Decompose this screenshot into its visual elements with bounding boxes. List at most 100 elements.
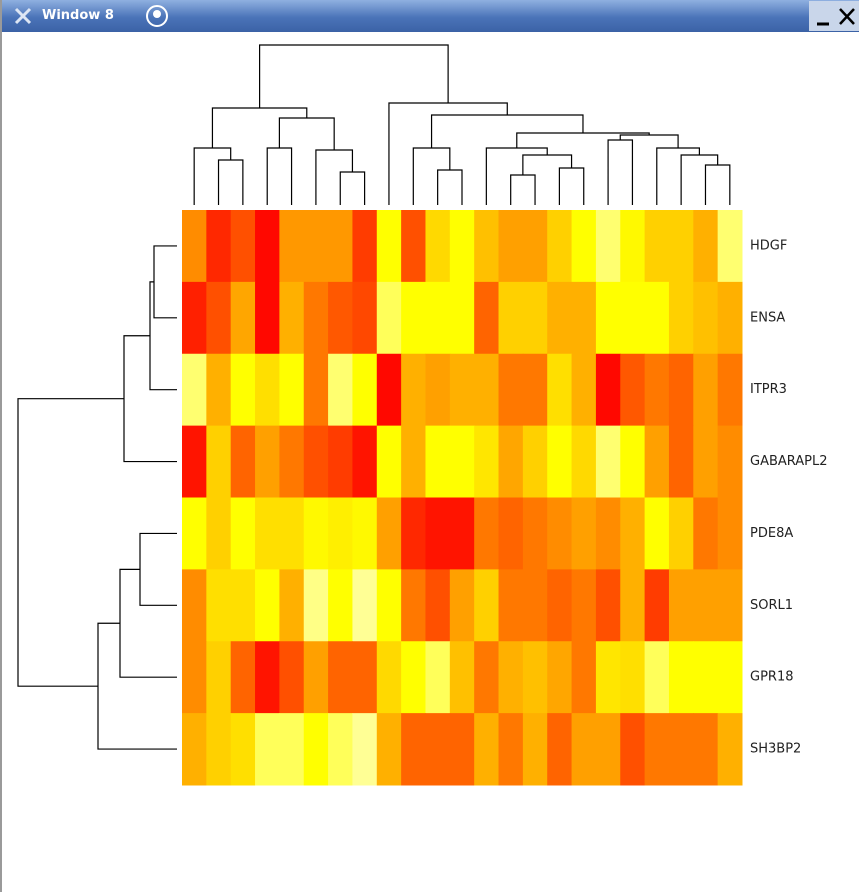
heat-cell (230, 641, 256, 714)
heat-cell (644, 497, 670, 570)
heat-cell (401, 210, 426, 283)
heat-cell (498, 641, 524, 714)
heat-cell (182, 641, 207, 714)
heat-cell (668, 281, 694, 355)
heat-cell (401, 353, 426, 427)
row-label: ITPR3 (750, 382, 787, 397)
heat-cell (474, 425, 500, 498)
row-label: PDE8A (750, 526, 793, 541)
heat-cell (449, 713, 475, 786)
heat-cell (474, 569, 500, 642)
close-button[interactable] (839, 8, 855, 25)
window-controls[interactable] (809, 1, 859, 31)
heat-cell (376, 353, 402, 427)
heat-cell (401, 497, 426, 570)
heat-cell (352, 425, 378, 498)
heat-cell (693, 569, 719, 642)
heat-cell (206, 353, 232, 427)
heat-cell (571, 569, 597, 642)
heat-cell (206, 569, 232, 642)
heat-cell (547, 425, 573, 498)
heat-cell (620, 713, 646, 786)
heat-cell (279, 641, 305, 714)
heat-cell (644, 569, 670, 642)
heat-cell (498, 713, 524, 786)
heat-cell (717, 353, 743, 427)
heat-cell (352, 210, 378, 283)
heat-cell (547, 353, 573, 427)
heat-cell (255, 713, 280, 786)
heat-cell (522, 281, 548, 355)
heat-cell (620, 641, 646, 714)
heat-cell (182, 713, 207, 786)
heat-cell (571, 497, 597, 570)
heat-cell (328, 281, 353, 355)
row-label: ENSA (750, 310, 785, 325)
heat-cell (449, 210, 475, 283)
heat-cell (498, 353, 524, 427)
heat-cell (425, 353, 451, 427)
heat-cell (303, 713, 329, 786)
heat-cell (620, 569, 646, 642)
heat-cell (206, 641, 232, 714)
heat-cell (474, 641, 500, 714)
row-label: GPR18 (750, 670, 794, 685)
heat-cell (474, 713, 500, 786)
heat-cell (644, 281, 670, 355)
heat-cell (425, 425, 451, 498)
heat-cell (668, 353, 694, 427)
heat-cell (303, 281, 329, 355)
heat-cell (668, 569, 694, 642)
heat-cell (182, 210, 207, 283)
heat-cell (230, 497, 256, 570)
heat-cell (401, 281, 426, 355)
heat-cell (425, 569, 451, 642)
heat-cell (547, 497, 573, 570)
heat-cell (352, 353, 378, 427)
heat-cell (182, 425, 207, 498)
heat-cell (644, 353, 670, 427)
heat-cell (425, 210, 451, 283)
heat-cell (693, 353, 719, 427)
heat-cell (522, 569, 548, 642)
heat-cell (498, 425, 524, 498)
heat-cell (547, 569, 573, 642)
heat-cell (595, 210, 621, 283)
heat-cell (693, 713, 719, 786)
heat-cell (303, 210, 329, 283)
heat-cell (425, 497, 451, 570)
heat-cell (255, 210, 280, 283)
heat-cell (595, 425, 621, 498)
heat-cell (328, 497, 353, 570)
heat-cell (230, 281, 256, 355)
heat-cell (449, 569, 475, 642)
heat-cell (352, 569, 378, 642)
heat-cell (717, 497, 743, 570)
heat-cell (328, 353, 353, 427)
heat-cell (279, 210, 305, 283)
row-label: SORL1 (750, 598, 793, 613)
heat-cell (376, 569, 402, 642)
heat-cell (668, 425, 694, 498)
heat-cell (522, 497, 548, 570)
heat-cell (522, 713, 548, 786)
heat-cell (620, 425, 646, 498)
heat-cell (449, 497, 475, 570)
heat-cell (352, 497, 378, 570)
heat-cell (255, 569, 280, 642)
heat-cell (522, 353, 548, 427)
heat-cell (498, 569, 524, 642)
heat-cell (255, 353, 280, 427)
heat-cell (668, 713, 694, 786)
heat-cell (498, 497, 524, 570)
heat-cell (206, 425, 232, 498)
heat-cell (571, 210, 597, 283)
heat-cell (571, 425, 597, 498)
heat-cell (279, 425, 305, 498)
heat-cell (255, 425, 280, 498)
heat-cell (279, 353, 305, 427)
heat-cell (182, 281, 207, 355)
heat-cell (303, 497, 329, 570)
app-icon (146, 5, 168, 27)
heat-cell (547, 713, 573, 786)
